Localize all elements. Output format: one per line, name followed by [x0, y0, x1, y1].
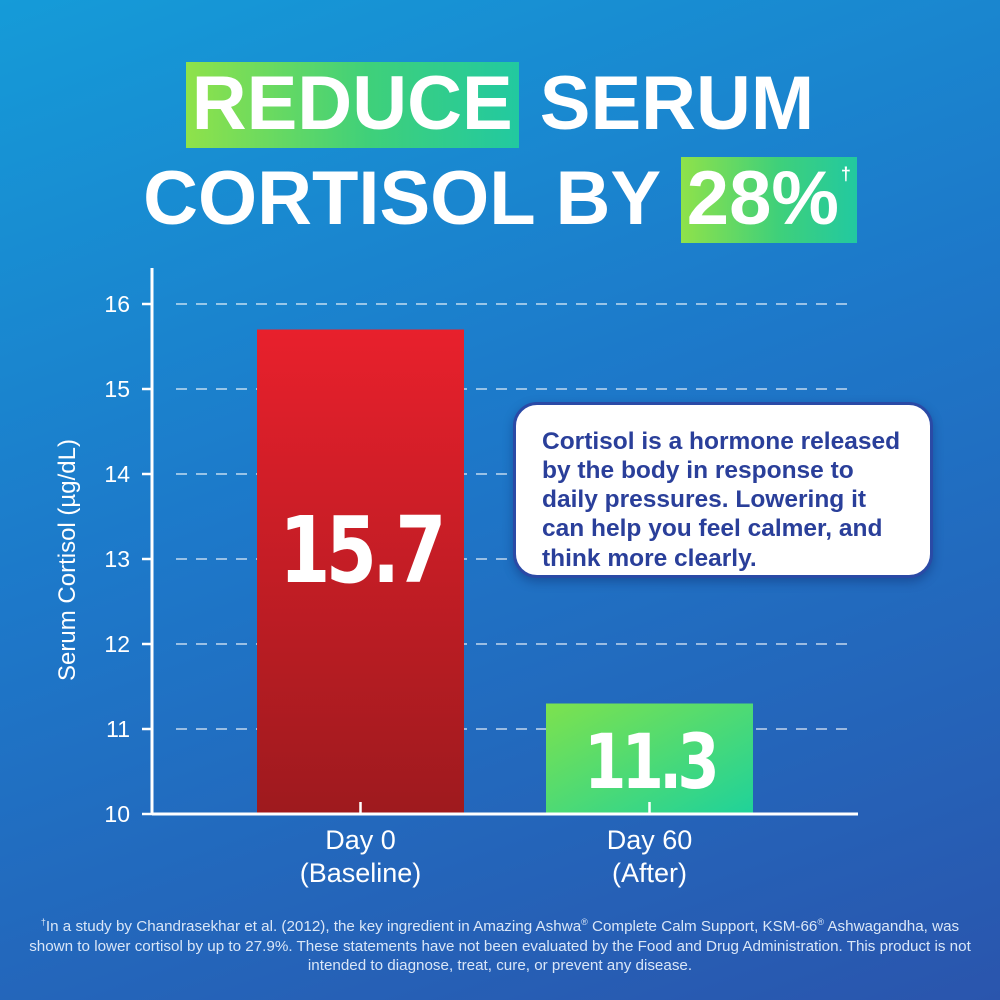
- headline-highlight-reduce: REDUCE: [185, 62, 519, 148]
- x-category-label-1-1: (After): [612, 858, 687, 888]
- footnote-reg-1: ®: [581, 917, 588, 927]
- y-axis-title: Serum Cortisol (µg/dL): [54, 439, 81, 681]
- bar-1: [546, 703, 753, 814]
- footnote-part-1: In a study by Chandrasekhar et al. (2012…: [45, 918, 582, 936]
- y-tick-label-16: 16: [104, 291, 130, 317]
- y-tick-label-15: 15: [104, 376, 130, 402]
- y-tick-label-12: 12: [104, 631, 130, 657]
- bar-0: [257, 329, 464, 814]
- headline-line-1: REDUCE SERUM: [0, 62, 1000, 148]
- footnote-part-2: Complete Calm Support, KSM-66: [587, 918, 818, 936]
- callout-text: Cortisol is a hormone released by the bo…: [542, 428, 901, 572]
- bar-value-label-0: 15.7: [279, 497, 441, 604]
- labels: 10 11 12 13 14 15 16 15.7 Day 0(Baseline) 11.3 Day…: [54, 291, 720, 888]
- headline-serum: SERUM: [539, 61, 815, 146]
- bars: [257, 329, 753, 814]
- headline-line-2: CORTISOL BY 28% †: [0, 157, 1000, 243]
- footnote-part-3: Ashwagandha, was shown to lower cortisol…: [29, 918, 971, 974]
- headline-highlight-percent: 28% †: [680, 156, 857, 243]
- axes: [142, 268, 858, 816]
- x-category-label-1-0: Day 60: [607, 825, 693, 855]
- y-tick-label-10: 10: [104, 801, 130, 827]
- y-tick-label-14: 14: [104, 461, 130, 487]
- headline-dagger: †: [840, 164, 851, 184]
- x-category-label-0-1: (Baseline): [300, 858, 422, 888]
- headline-cortisol-by: CORTISOL BY: [143, 156, 660, 241]
- footnote: †In a study by Chandrasekhar et al. (201…: [20, 917, 980, 975]
- headline-percent-value: 28%: [686, 156, 839, 241]
- info-callout: Cortisol is a hormone released by the bo…: [513, 402, 933, 578]
- y-tick-label-11: 11: [106, 716, 130, 742]
- footnote-dagger: †: [40, 917, 46, 927]
- y-tick-label-13: 13: [104, 546, 130, 572]
- footnote-reg-2: ®: [817, 917, 825, 927]
- bar-value-label-1: 11.3: [584, 718, 715, 806]
- x-category-label-0-0: Day 0: [325, 825, 396, 855]
